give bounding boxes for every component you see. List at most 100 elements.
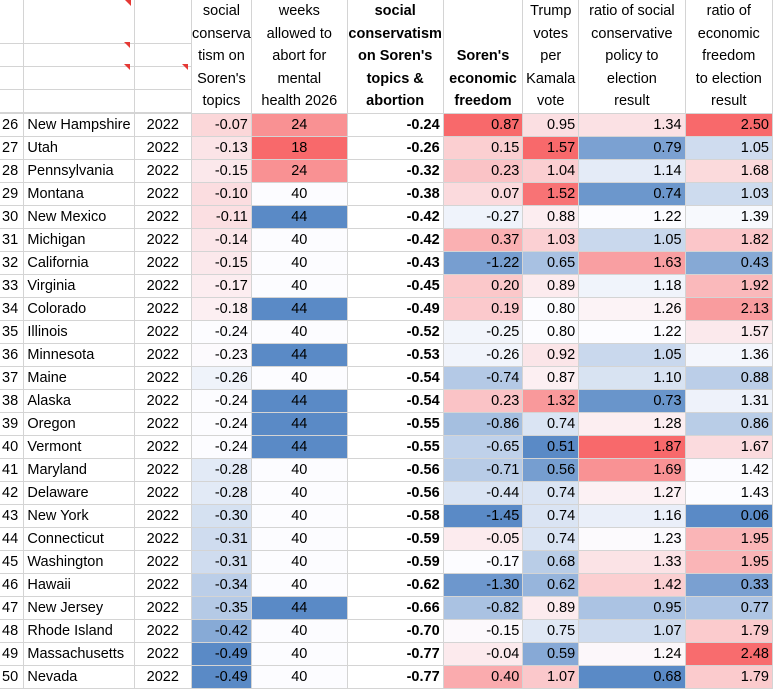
- cell-econ[interactable]: -0.82: [443, 596, 524, 620]
- cell-social-abort[interactable]: -0.43: [346, 251, 444, 275]
- cell-social[interactable]: -0.49: [191, 642, 252, 666]
- cell-social-abort[interactable]: -0.58: [346, 504, 444, 528]
- cell-ratio-econ[interactable]: 1.36: [685, 343, 773, 367]
- header-col-c[interactable]: [134, 0, 193, 114]
- table-row[interactable]: 47 New Jersey 2022 -0.35 44 -0.66 -0.82 0.89 0.9…: [0, 596, 773, 620]
- cell-year[interactable]: 2022: [134, 642, 193, 666]
- cell-ratio-social[interactable]: 1.87: [578, 435, 686, 459]
- cell-ratio-social[interactable]: 1.42: [578, 573, 686, 597]
- cell-ratio-econ[interactable]: 0.88: [685, 366, 773, 390]
- header-econ[interactable]: Soren's economic freedom: [443, 0, 524, 114]
- cell-weeks[interactable]: 40: [251, 320, 348, 344]
- cell-ratio-econ[interactable]: 1.05: [685, 136, 773, 160]
- cell-weeks[interactable]: 40: [251, 274, 348, 298]
- cell-ratio-econ[interactable]: 0.33: [685, 573, 773, 597]
- cell-weeks[interactable]: 40: [251, 182, 348, 206]
- cell-rank[interactable]: 41: [0, 458, 25, 482]
- header-col-b[interactable]: [23, 0, 135, 114]
- cell-social-abort[interactable]: -0.42: [346, 228, 444, 252]
- cell-econ[interactable]: 0.07: [443, 182, 524, 206]
- cell-year[interactable]: 2022: [134, 596, 193, 620]
- table-row[interactable]: 32 California 2022 -0.15 40 -0.43 -1.22 0.65 1.6…: [0, 251, 773, 275]
- cell-year[interactable]: 2022: [134, 182, 193, 206]
- comment-marker-1[interactable]: [124, 42, 130, 48]
- table-row[interactable]: 41 Maryland 2022 -0.28 40 -0.56 -0.71 0.56 1.69 1…: [0, 458, 773, 482]
- comment-marker-4[interactable]: [125, 0, 131, 6]
- cell-ratio-social[interactable]: 1.33: [578, 550, 686, 574]
- cell-ratio-social[interactable]: 1.28: [578, 412, 686, 436]
- cell-social[interactable]: -0.15: [191, 159, 252, 183]
- cell-rank[interactable]: 44: [0, 527, 25, 551]
- cell-year[interactable]: 2022: [134, 527, 193, 551]
- cell-social-abort[interactable]: -0.24: [346, 113, 444, 137]
- cell-year[interactable]: 2022: [134, 205, 193, 229]
- cell-year[interactable]: 2022: [134, 297, 193, 321]
- cell-weeks[interactable]: 44: [251, 435, 348, 459]
- cell-social-abort[interactable]: -0.55: [346, 435, 444, 459]
- cell-ratio-econ[interactable]: 2.13: [685, 297, 773, 321]
- cell-weeks[interactable]: 40: [251, 642, 348, 666]
- cell-state[interactable]: New Jersey: [23, 596, 135, 620]
- cell-trump[interactable]: 0.89: [522, 596, 580, 620]
- cell-weeks[interactable]: 40: [251, 527, 348, 551]
- cell-state[interactable]: Illinois: [23, 320, 135, 344]
- cell-ratio-econ[interactable]: 1.67: [685, 435, 773, 459]
- table-row[interactable]: 42 Delaware 2022 -0.28 40 -0.56 -0.44 0.74 1.27 1…: [0, 481, 773, 505]
- cell-trump[interactable]: 1.52: [522, 182, 580, 206]
- cell-social[interactable]: -0.11: [191, 205, 252, 229]
- cell-ratio-econ[interactable]: 1.43: [685, 481, 773, 505]
- cell-ratio-econ[interactable]: 1.03: [685, 182, 773, 206]
- table-row[interactable]: 34 Colorado 2022 -0.18 44 -0.49 0.19 0.80 1.26 2.…: [0, 297, 773, 321]
- cell-weeks[interactable]: 40: [251, 619, 348, 643]
- cell-weeks[interactable]: 40: [251, 228, 348, 252]
- cell-weeks[interactable]: 44: [251, 297, 348, 321]
- table-row[interactable]: 46 Hawaii 2022 -0.34 40 -0.62 -1.30 0.62 1.42 0.3…: [0, 573, 773, 597]
- cell-social-abort[interactable]: -0.42: [346, 205, 444, 229]
- cell-rank[interactable]: 36: [0, 343, 25, 367]
- cell-ratio-social[interactable]: 0.79: [578, 136, 686, 160]
- cell-year[interactable]: 2022: [134, 573, 193, 597]
- cell-year[interactable]: 2022: [134, 389, 193, 413]
- cell-ratio-social[interactable]: 1.24: [578, 642, 686, 666]
- cell-ratio-econ[interactable]: 1.95: [685, 527, 773, 551]
- cell-econ[interactable]: -1.22: [443, 251, 524, 275]
- cell-social-abort[interactable]: -0.26: [346, 136, 444, 160]
- cell-state[interactable]: Rhode Island: [23, 619, 135, 643]
- cell-year[interactable]: 2022: [134, 619, 193, 643]
- cell-ratio-social[interactable]: 1.05: [578, 343, 686, 367]
- cell-social-abort[interactable]: -0.54: [346, 389, 444, 413]
- table-row[interactable]: 38 Alaska 2022 -0.24 44 -0.54 0.23 1.32 0.73 1.31: [0, 389, 773, 413]
- cell-trump[interactable]: 0.56: [522, 458, 580, 482]
- cell-social[interactable]: -0.13: [191, 136, 252, 160]
- cell-ratio-econ[interactable]: 0.86: [685, 412, 773, 436]
- cell-rank[interactable]: 38: [0, 389, 25, 413]
- cell-rank[interactable]: 33: [0, 274, 25, 298]
- cell-social-abort[interactable]: -0.59: [346, 527, 444, 551]
- cell-social[interactable]: -0.17: [191, 274, 252, 298]
- cell-social[interactable]: -0.15: [191, 251, 252, 275]
- cell-rank[interactable]: 31: [0, 228, 25, 252]
- cell-social-abort[interactable]: -0.66: [346, 596, 444, 620]
- cell-social[interactable]: -0.10: [191, 182, 252, 206]
- cell-year[interactable]: 2022: [134, 504, 193, 528]
- cell-social-abort[interactable]: -0.59: [346, 550, 444, 574]
- header-weeks[interactable]: weeks allowed to abort for mental health 202…: [251, 0, 348, 114]
- cell-rank[interactable]: 47: [0, 596, 25, 620]
- cell-social[interactable]: -0.28: [191, 481, 252, 505]
- cell-social[interactable]: -0.35: [191, 596, 252, 620]
- cell-ratio-social[interactable]: 0.68: [578, 665, 686, 689]
- cell-social[interactable]: -0.24: [191, 320, 252, 344]
- cell-weeks[interactable]: 40: [251, 573, 348, 597]
- cell-social-abort[interactable]: -0.56: [346, 458, 444, 482]
- cell-rank[interactable]: 28: [0, 159, 25, 183]
- cell-ratio-econ[interactable]: 1.31: [685, 389, 773, 413]
- header-trump[interactable]: Trump votes per Kamala vote: [522, 0, 580, 114]
- cell-year[interactable]: 2022: [134, 343, 193, 367]
- cell-econ[interactable]: -0.05: [443, 527, 524, 551]
- cell-ratio-econ[interactable]: 1.42: [685, 458, 773, 482]
- cell-trump[interactable]: 0.74: [522, 481, 580, 505]
- table-row[interactable]: 33 Virginia 2022 -0.17 40 -0.45 0.20 0.89 1.18 1.…: [0, 274, 773, 298]
- cell-social-abort[interactable]: -0.52: [346, 320, 444, 344]
- cell-social-abort[interactable]: -0.45: [346, 274, 444, 298]
- cell-weeks[interactable]: 40: [251, 481, 348, 505]
